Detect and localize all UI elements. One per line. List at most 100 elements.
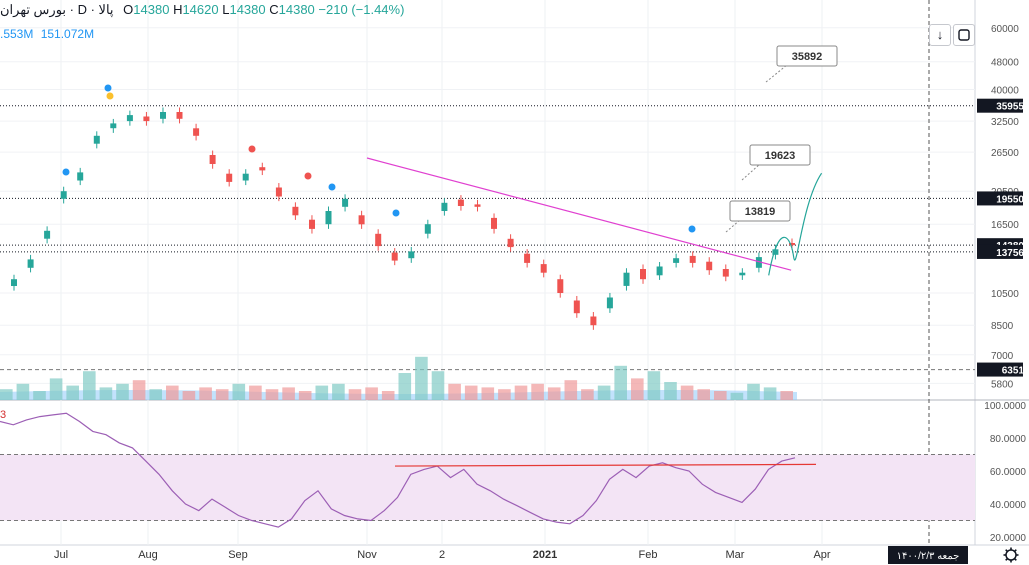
rsi-tick-label: 20.0000 xyxy=(990,533,1027,544)
candle-body xyxy=(441,202,448,211)
volume-bar xyxy=(33,391,46,400)
candle-body xyxy=(590,316,597,326)
volume-bar xyxy=(66,385,79,400)
volume-bar xyxy=(365,387,378,400)
candle-body xyxy=(540,264,547,273)
close-label: C xyxy=(269,2,279,17)
rsi-tick-label: 60.0000 xyxy=(990,467,1027,478)
volume-bar xyxy=(265,389,279,400)
volume-bar xyxy=(498,389,511,400)
time-axis-label: Mar xyxy=(726,549,745,561)
callout-box xyxy=(749,144,811,166)
candle-body xyxy=(193,128,200,136)
high-label: H xyxy=(173,2,183,17)
candle-body xyxy=(755,257,762,268)
candle-body xyxy=(689,255,696,263)
candle-body xyxy=(557,279,564,293)
signal-marker xyxy=(106,92,114,100)
rsi-resistance-line xyxy=(394,463,817,467)
volume-value-2: 151.072M xyxy=(40,27,95,41)
candle-body xyxy=(309,219,315,229)
gear-icon[interactable] xyxy=(1003,547,1019,563)
price-label-text: 13756 xyxy=(996,248,1024,259)
volume-bar xyxy=(631,378,644,400)
candle-body xyxy=(93,135,100,144)
fullscreen-button[interactable] xyxy=(953,24,975,46)
symbol-legend: پالا · D · بورس تهران O14380 H14620 L143… xyxy=(0,2,404,18)
candle-body xyxy=(507,238,514,248)
candle-body xyxy=(27,259,34,268)
volume-bar xyxy=(780,391,793,400)
scroll-down-button[interactable]: ↓ xyxy=(929,24,951,46)
signal-marker xyxy=(104,84,112,92)
candle-body xyxy=(126,115,133,122)
candle-body xyxy=(226,173,233,182)
low-label: L xyxy=(222,2,230,17)
time-axis-label: 2021 xyxy=(533,549,557,561)
price-tick-label: 40000 xyxy=(991,85,1019,96)
volume-bar xyxy=(415,356,428,400)
trendline xyxy=(366,157,792,271)
volume-bar xyxy=(448,383,461,400)
volume-bar xyxy=(464,385,478,400)
candle-body xyxy=(474,204,481,207)
time-axis-label: Feb xyxy=(639,549,658,561)
candle-body xyxy=(110,123,117,129)
signal-marker xyxy=(688,225,696,233)
price-label-text: 35955 xyxy=(996,102,1024,113)
price-label-text: 19550 xyxy=(996,194,1024,205)
gear-tooth xyxy=(1013,557,1017,561)
volume-bar xyxy=(332,383,345,400)
volume-bar xyxy=(348,389,362,400)
close-value: 14380 xyxy=(278,2,315,17)
volume-bar xyxy=(0,389,13,400)
gear-tooth xyxy=(1005,557,1009,561)
time-axis-label: 2 xyxy=(439,549,445,561)
candle-body xyxy=(143,116,150,122)
volume-bar xyxy=(132,380,146,400)
candle-body xyxy=(242,173,249,181)
volume-bar xyxy=(431,371,445,400)
symbol-name[interactable]: پالا · D · بورس تهران xyxy=(0,2,114,17)
candle-body xyxy=(160,112,166,119)
signal-marker xyxy=(328,183,336,191)
time-axis-label: Aug xyxy=(138,549,158,561)
rsi-band xyxy=(0,454,975,521)
price-axis-bg xyxy=(975,0,1029,565)
time-axis-label: Jul xyxy=(54,549,68,561)
volume-bar xyxy=(116,383,129,400)
callout-pointer xyxy=(741,163,761,181)
candle-body xyxy=(209,155,216,164)
candle-body xyxy=(408,251,415,259)
volume-bar xyxy=(697,389,710,400)
volume-bar xyxy=(315,385,329,400)
callout-box xyxy=(729,200,791,222)
volume-bar xyxy=(232,383,246,400)
volume-bar xyxy=(199,387,212,400)
volume-bar xyxy=(664,382,677,400)
volume-bar xyxy=(747,383,760,400)
callout-box xyxy=(776,45,838,67)
change-value: −210 (−1.44%) xyxy=(318,2,405,17)
volume-bar xyxy=(149,389,162,400)
volume-bar xyxy=(182,391,196,400)
price-tick-label: 16500 xyxy=(991,220,1019,231)
volume-bar xyxy=(581,389,594,400)
candle-body xyxy=(491,217,497,229)
gear-tooth xyxy=(1005,549,1009,553)
volume-bar xyxy=(398,373,412,400)
signal-marker xyxy=(62,168,70,176)
callout-label: 19623 xyxy=(765,150,796,162)
time-axis-label: Apr xyxy=(813,549,830,561)
candle-body xyxy=(176,112,183,119)
volume-bar xyxy=(99,387,113,400)
candle-body xyxy=(292,206,299,216)
volume-bar xyxy=(614,365,627,400)
candle-body xyxy=(772,249,779,255)
volume-bar xyxy=(298,391,312,400)
candle-body xyxy=(259,167,266,171)
volume-bar xyxy=(16,383,30,400)
volume-bar xyxy=(730,392,744,400)
candle-body xyxy=(640,269,646,280)
